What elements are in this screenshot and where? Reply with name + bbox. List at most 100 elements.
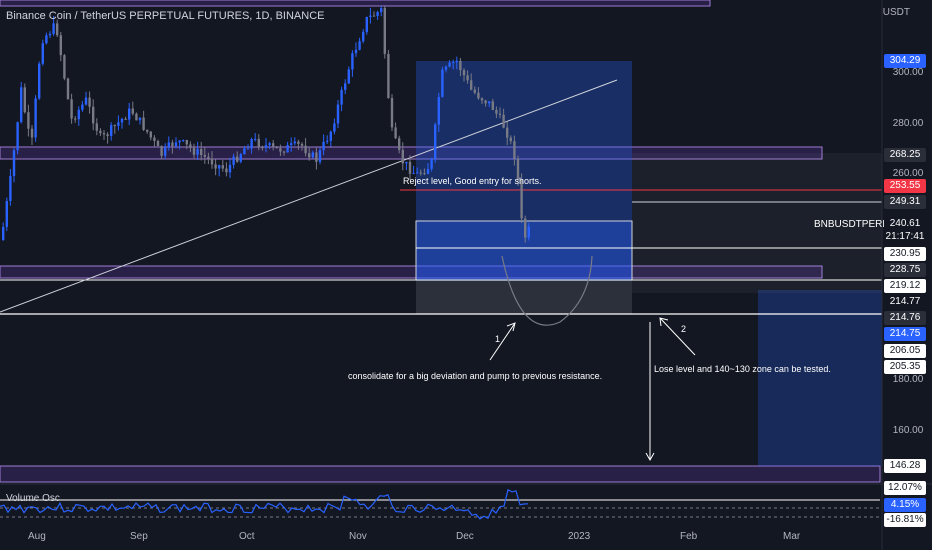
candle-body: [462, 70, 466, 76]
candle-body: [128, 108, 131, 120]
candle-body: [318, 150, 322, 162]
candle-body: [423, 173, 426, 175]
arrow-2-head: [659, 317, 669, 327]
candle-body: [329, 131, 332, 141]
y-tick-260: 260.00: [892, 168, 924, 179]
candle-body: [426, 168, 430, 175]
candle-body: [326, 140, 329, 142]
support-zone-228: [0, 265, 823, 279]
candle-body: [246, 148, 250, 150]
price-badge-249: 249.31: [884, 195, 926, 209]
candle-body: [376, 12, 379, 16]
price-badge-205: 205.35: [884, 360, 926, 374]
candle-body: [311, 152, 314, 158]
candle-body: [264, 145, 268, 148]
y-tick-160: 160.00: [892, 425, 924, 436]
candle-body: [113, 125, 116, 127]
trendline: [0, 79, 618, 313]
candle-body: [358, 41, 361, 50]
price-badge-214-75: 214.75: [884, 327, 926, 341]
arrow-2: [659, 317, 696, 356]
candle-body: [297, 141, 300, 145]
candle-body: [120, 118, 124, 123]
candle-body: [12, 150, 16, 176]
candle-body: [149, 131, 152, 138]
x-tick-feb: Feb: [680, 531, 698, 542]
candle-body: [41, 43, 44, 64]
candle-body: [182, 140, 185, 142]
candle-body: [203, 154, 206, 157]
price-badge-253: 253.55: [884, 179, 926, 193]
candle-body: [509, 137, 512, 142]
candle-body: [146, 129, 149, 132]
candle-body: [372, 15, 376, 17]
x-tick-2023: 2023: [568, 531, 591, 542]
candle-body: [200, 149, 203, 155]
candle-body: [282, 151, 286, 153]
candle-body: [466, 75, 469, 81]
candle-body: [484, 100, 487, 104]
candle-body: [52, 23, 55, 34]
price-badge-304: 304.29: [884, 54, 926, 68]
candle-body: [394, 127, 397, 139]
x-tick-oct: Oct: [239, 531, 255, 542]
candle-body: [380, 8, 383, 13]
arrow-1-head: [506, 322, 516, 332]
price-badge-214-76: 214.76: [884, 311, 926, 325]
candle-body: [513, 141, 516, 159]
candle-body: [214, 164, 217, 169]
candle-body: [174, 142, 178, 147]
candle-body: [437, 96, 440, 125]
candle-body: [225, 168, 228, 173]
candle-body: [333, 123, 336, 132]
candle-body: [286, 144, 289, 153]
candle-body: [491, 101, 494, 110]
candle-body: [383, 8, 386, 54]
down-arrow-head: [645, 452, 655, 462]
candle-body: [106, 134, 109, 136]
candle-body: [210, 158, 214, 165]
candle-body: [70, 99, 73, 119]
candle-body: [48, 33, 52, 36]
candle-body: [156, 140, 160, 147]
candle-body: [398, 138, 401, 150]
candle-body: [171, 142, 174, 147]
candle-body: [66, 78, 70, 100]
candle-body: [441, 69, 444, 97]
candle-body: [124, 118, 127, 120]
candle-body: [524, 218, 527, 238]
candle-body: [243, 148, 246, 155]
candle-body: [354, 49, 358, 54]
candle-body: [153, 137, 156, 141]
bottom-zone-146: [0, 465, 881, 483]
top-zone: [0, 0, 711, 7]
candle-body: [135, 113, 138, 121]
candle-body: [239, 154, 242, 162]
osc-badge-4: 4.15%: [884, 498, 926, 512]
candle-body: [74, 118, 77, 120]
candle-body: [250, 139, 253, 149]
price-badge-219: 219.12: [884, 279, 926, 293]
candle-body: [336, 104, 340, 124]
y-tick-280: 280.00: [892, 118, 924, 129]
price-badge-last: 240.61: [884, 217, 926, 231]
volume-osc-line: [0, 488, 529, 520]
candle-body: [160, 146, 163, 156]
candle-body: [59, 35, 62, 56]
candle-body: [77, 109, 80, 120]
candle-body: [480, 98, 484, 101]
candle-body: [196, 149, 199, 155]
candle-body: [304, 145, 307, 154]
candle-body: [167, 142, 170, 148]
osc-title: Volume Osc: [6, 493, 60, 504]
y-tick-180: 180.00: [892, 374, 924, 385]
candle-body: [221, 165, 224, 169]
candle-body: [95, 123, 98, 131]
osc-badge-12: 12.07%: [884, 481, 926, 495]
candle-body: [408, 161, 412, 174]
candle-body: [308, 153, 311, 158]
candle-body: [430, 158, 433, 169]
candle-body: [322, 141, 325, 151]
x-tick-nov: Nov: [349, 531, 367, 542]
